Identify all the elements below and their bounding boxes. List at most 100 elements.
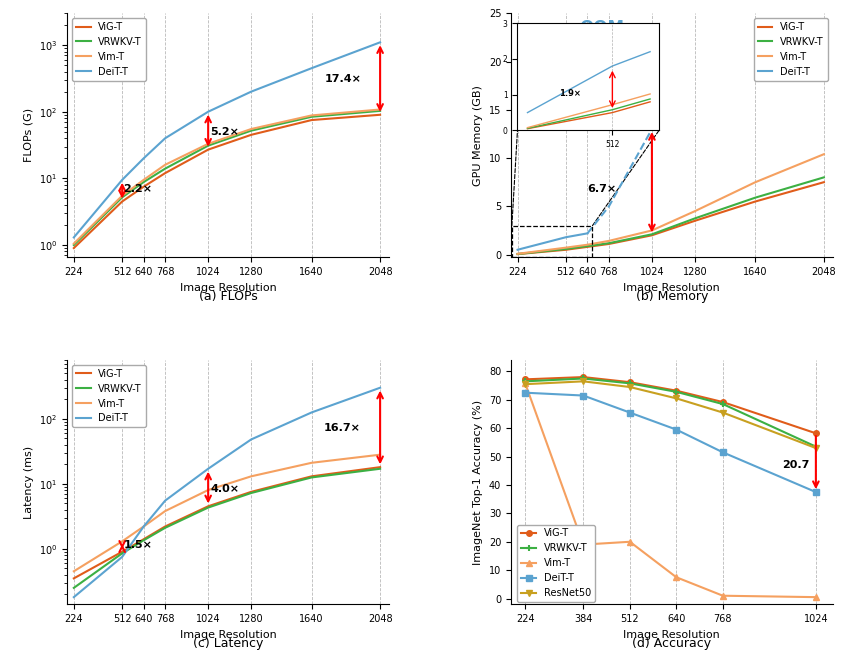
VRWKV-T <box>520 377 530 385</box>
Title: (c) Latency: (c) Latency <box>193 637 263 650</box>
VRWKV-T <box>160 165 170 173</box>
Vim-T <box>512 250 522 258</box>
DeiT-T <box>375 384 385 392</box>
DeiT-T <box>520 388 530 396</box>
ViG-T <box>690 217 700 225</box>
VRWKV-T <box>604 239 614 247</box>
Vim-T <box>204 140 214 148</box>
ViG-T <box>246 131 257 139</box>
Text: 16.7×: 16.7× <box>323 423 360 433</box>
Text: 6.7×: 6.7× <box>587 184 616 194</box>
Line: DeiT-T: DeiT-T <box>522 390 818 495</box>
VRWKV-T <box>819 173 829 181</box>
ViG-T <box>718 398 728 406</box>
X-axis label: Image Resolution: Image Resolution <box>180 629 277 639</box>
DeiT-T <box>69 593 79 601</box>
Vim-T <box>160 161 170 169</box>
ViG-T <box>520 375 530 383</box>
Vim-T <box>307 112 317 120</box>
Vim-T <box>690 207 700 215</box>
Bar <box>512 226 592 256</box>
Vim-T <box>582 241 592 249</box>
DeiT-T <box>160 497 170 505</box>
Vim-T <box>117 192 127 200</box>
Line: Vim-T: Vim-T <box>74 455 380 571</box>
VRWKV-T <box>647 230 657 238</box>
VRWKV-T <box>811 443 821 451</box>
VRWKV-T <box>117 193 127 201</box>
ViG-T <box>307 116 317 124</box>
ViG-T <box>160 169 170 177</box>
ViG-T <box>375 111 385 119</box>
Line: VRWKV-T: VRWKV-T <box>517 177 824 254</box>
Vim-T <box>647 226 657 234</box>
ViG-T <box>647 231 657 239</box>
ResNet50 <box>671 394 681 402</box>
Vim-T <box>718 592 728 600</box>
DeiT-T <box>139 523 149 531</box>
VRWKV-T <box>246 489 257 497</box>
Vim-T <box>69 240 79 248</box>
ResNet50 <box>579 377 589 385</box>
Y-axis label: FLOPs (G): FLOPs (G) <box>24 108 34 163</box>
Vim-T <box>750 178 760 186</box>
Text: 17.4×: 17.4× <box>325 74 362 84</box>
VRWKV-T <box>139 178 149 186</box>
VRWKV-T <box>671 388 681 396</box>
Line: DeiT-T: DeiT-T <box>74 42 380 238</box>
Text: 5.2×: 5.2× <box>210 127 239 137</box>
ViG-T <box>204 502 214 510</box>
Vim-T <box>375 106 385 114</box>
ViG-T <box>139 535 149 543</box>
DeiT-T <box>246 88 257 96</box>
VRWKV-T <box>718 400 728 408</box>
Line: ViG-T: ViG-T <box>74 467 380 578</box>
VRWKV-T <box>204 503 214 511</box>
ViG-T <box>561 246 571 254</box>
Vim-T <box>625 538 635 546</box>
Vim-T <box>604 237 614 245</box>
Line: ResNet50: ResNet50 <box>522 378 818 451</box>
ViG-T <box>579 373 589 381</box>
ViG-T <box>625 378 635 386</box>
VRWKV-T <box>561 245 571 253</box>
DeiT-T <box>117 176 127 184</box>
Vim-T <box>160 507 170 515</box>
ViG-T <box>750 197 760 205</box>
Vim-T <box>117 537 127 545</box>
Vim-T <box>307 459 317 467</box>
VRWKV-T <box>750 194 760 202</box>
ViG-T <box>204 145 214 153</box>
DeiT-T <box>160 134 170 142</box>
DeiT-T <box>246 436 257 444</box>
ViG-T <box>375 463 385 471</box>
ViG-T <box>117 197 127 205</box>
ViG-T <box>604 240 614 248</box>
VRWKV-T <box>69 584 79 592</box>
Vim-T <box>561 244 571 252</box>
Vim-T <box>246 472 257 480</box>
ViG-T <box>307 472 317 480</box>
DeiT-T <box>718 448 728 456</box>
Line: VRWKV-T: VRWKV-T <box>74 469 380 588</box>
VRWKV-T <box>375 107 385 115</box>
Line: Vim-T: Vim-T <box>522 380 818 600</box>
Line: ViG-T: ViG-T <box>522 374 818 436</box>
Legend: ViG-T, VRWKV-T, Vim-T, DeiT-T: ViG-T, VRWKV-T, Vim-T, DeiT-T <box>754 18 828 80</box>
VRWKV-T <box>375 465 385 473</box>
Line: Vim-T: Vim-T <box>74 110 380 244</box>
DeiT-T <box>811 488 821 496</box>
DeiT-T <box>671 426 681 434</box>
ViG-T <box>671 386 681 394</box>
VRWKV-T <box>307 113 317 121</box>
Title: (a) FLOPs: (a) FLOPs <box>198 290 257 303</box>
VRWKV-T <box>117 549 127 557</box>
DeiT-T <box>307 64 317 72</box>
Text: 4.0×: 4.0× <box>210 484 239 494</box>
ViG-T <box>160 523 170 531</box>
Text: OOM: OOM <box>579 19 624 37</box>
Y-axis label: ImageNet Top-1 Accuracy (%): ImageNet Top-1 Accuracy (%) <box>473 400 484 564</box>
Vim-T <box>204 486 214 494</box>
DeiT-T <box>307 408 317 416</box>
ViG-T <box>69 574 79 582</box>
